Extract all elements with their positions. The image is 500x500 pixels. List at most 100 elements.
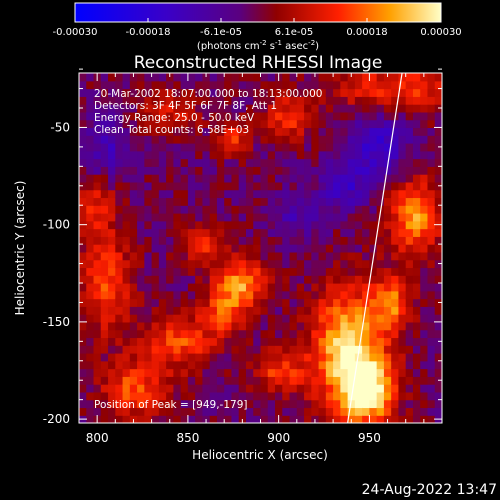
heatmap-cell [231,321,240,331]
heatmap-cell [412,189,421,199]
heatmap-cell [122,236,131,245]
heatmap-cell [354,415,363,423]
heatmap-cell [238,368,247,377]
heatmap-cell [195,345,204,354]
heatmap-cell [398,158,407,167]
heatmap-cell [412,213,421,222]
heatmap-cell [340,181,349,191]
heatmap-cell [86,275,95,284]
heatmap-cell [224,197,233,206]
heatmap-cell [115,321,124,331]
heatmap-cell [209,111,218,121]
heatmap-cell [405,399,414,409]
heatmap-cell [311,353,320,362]
heatmap-cell [304,213,312,222]
heatmap-cell [100,73,109,82]
heatmap-cell [304,251,312,261]
heatmap-cell [122,399,131,409]
heatmap-cell [238,166,247,175]
heatmap-cell [86,251,95,261]
heatmap-cell [354,104,363,113]
heatmap-cell [376,415,385,423]
heatmap-cell [391,104,400,113]
heatmap-cell [180,290,189,300]
heatmap-cell [296,259,305,269]
heatmap-cell [275,368,283,377]
heatmap-cell [195,244,204,253]
heatmap-cell [369,345,378,354]
heatmap-cell [166,353,174,362]
heatmap-cell [420,314,429,323]
heatmap-cell [282,197,291,206]
heatmap-cell [267,275,276,284]
heatmap-cell [238,80,247,90]
heatmap-cell [108,290,116,300]
heatmap-cell [311,391,320,401]
heatmap-cell [216,104,225,113]
heatmap-cell [158,267,167,276]
heatmap-cell [267,321,276,331]
heatmap-cell [267,119,276,129]
heatmap-cell [318,96,327,105]
heatmap-cell [340,298,349,307]
heatmap-cell [354,267,363,276]
heatmap-cell [122,376,131,385]
heatmap-cell [354,407,363,416]
heatmap-cell [93,158,102,167]
heatmap-cell [122,259,131,269]
heatmap-cell [195,88,204,97]
heatmap-cell [289,259,298,269]
heatmap-cell [79,135,87,144]
heatmap-cell [311,290,320,300]
heatmap-cell [122,205,131,214]
heatmap-cell [245,80,254,90]
heatmap-cell [318,415,327,423]
heatmap-cell [398,314,407,323]
heatmap-cell [100,407,109,416]
heatmap-cell [398,228,407,237]
heatmap-cell [245,88,254,97]
heatmap-cell [115,368,124,377]
heatmap-cell [187,399,196,409]
heatmap-cell [412,259,421,269]
heatmap-cell [202,244,211,253]
heatmap-cell [391,135,400,144]
heatmap-cell [144,119,153,129]
heatmap-cell [129,228,138,237]
heatmap-cell [354,220,363,230]
heatmap-cell [304,205,312,214]
heatmap-cell [369,174,378,183]
heatmap-cell [267,368,276,377]
heatmap-cell [282,96,291,105]
heatmap-cell [340,337,349,346]
heatmap-cell [282,391,291,401]
heatmap-cell [391,228,400,237]
heatmap-cell [347,220,356,230]
heatmap-cell [420,275,429,284]
heatmap-cell [318,368,327,377]
heatmap-cell [383,174,392,183]
heatmap-cell [79,267,87,276]
heatmap-cell [311,189,320,199]
heatmap-cell [420,321,429,331]
heatmap-cell [122,329,131,339]
heatmap-cell [340,306,349,315]
heatmap-cell [333,213,341,222]
heatmap-cell [100,213,109,222]
heatmap-cell [296,96,305,105]
heatmap-cell [231,337,240,346]
heatmap-cell [333,135,341,144]
heatmap-cell [289,174,298,183]
heatmap-cell [296,213,305,222]
heatmap-cell [304,158,312,167]
heatmap-cell [209,283,218,292]
heatmap-cell [340,73,349,82]
heatmap-cell [304,127,312,136]
heatmap-cell [187,259,196,269]
heatmap-cell [158,228,167,237]
heatmap-cell [187,391,196,401]
heatmap-cell [420,166,429,175]
heatmap-cell [267,384,276,393]
heatmap-cell [122,143,131,152]
heatmap-cell [144,368,153,377]
